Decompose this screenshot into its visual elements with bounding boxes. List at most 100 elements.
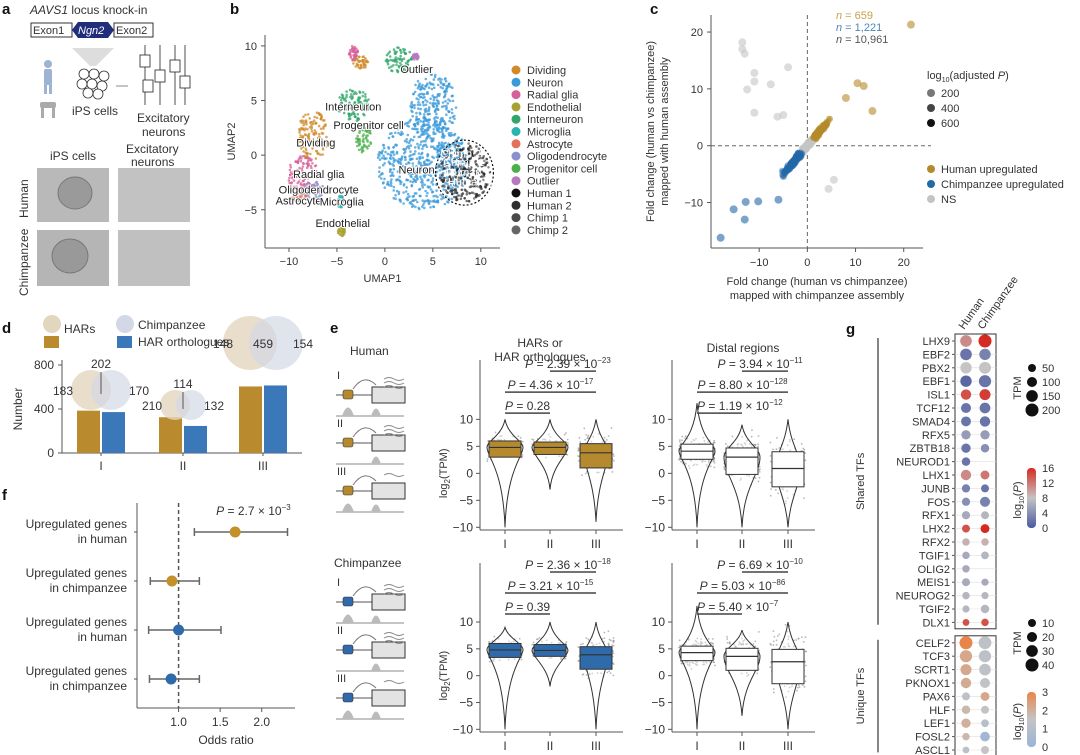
dot-human [962, 692, 970, 701]
x-tick-label: I [695, 537, 698, 551]
venn-overlap-count: 202 [91, 357, 111, 371]
x-tick-label: −10 [750, 257, 769, 269]
umap-point [411, 127, 414, 131]
umap-point [429, 136, 432, 140]
umap-point [455, 182, 458, 185]
umap-point [446, 182, 449, 186]
jitter-point [769, 666, 772, 669]
outlier-point [784, 63, 793, 72]
umap-point [298, 137, 301, 141]
dense-points [778, 115, 834, 180]
umap-point [387, 146, 390, 149]
umap-point [457, 141, 461, 145]
umap-point [450, 108, 454, 111]
human-transcript-wave [383, 377, 405, 381]
umap-point [413, 56, 416, 60]
umap-point [441, 101, 445, 104]
umap-point [406, 63, 410, 67]
jitter-point [612, 637, 615, 639]
size-legend-label: 30 [1042, 646, 1054, 658]
gene-label: ZBTB18 [910, 443, 950, 455]
gene-label: NEUROD1 [896, 457, 950, 469]
umap-point [452, 133, 456, 137]
human-promoter-peak [371, 504, 381, 512]
p-value: = 4.36 × 10 [516, 378, 580, 392]
umap-point [460, 192, 464, 196]
legend-dot [511, 151, 521, 161]
umap-point [306, 128, 309, 131]
y-tick-label: −5 [459, 493, 473, 507]
umap-point [467, 199, 471, 203]
umap-point [409, 118, 412, 122]
umap-point [302, 123, 306, 127]
legend-label: Chimp 1 [527, 213, 568, 225]
p-value: = 2.36 × 10 [533, 558, 597, 572]
dot-chimp [981, 511, 989, 520]
x-tick-label: I [695, 739, 698, 753]
umap-point [449, 85, 452, 88]
jitter-point [582, 642, 584, 645]
size-legend-dot [927, 119, 935, 127]
umap-point [429, 206, 432, 209]
umap-point [291, 172, 295, 176]
umap-point [392, 48, 396, 51]
dot-human [960, 402, 972, 414]
panel-a-title: AAVS1 locus knock-in [29, 3, 147, 17]
umap-point [407, 141, 411, 145]
umap-point [378, 166, 381, 169]
dot-chimp [980, 731, 990, 742]
umap-point [461, 160, 465, 164]
close: ) [1012, 703, 1024, 707]
umap-point [296, 168, 299, 172]
umap-point [429, 73, 433, 76]
jitter-point [709, 641, 712, 644]
gene-label: LHX2 [922, 524, 950, 536]
umap-point [423, 108, 427, 112]
umap-point [365, 59, 369, 62]
y-tick-label: −10 [645, 520, 666, 534]
p-value-label: P = 5.40 × 10−7 [697, 599, 779, 614]
umap-point [356, 139, 360, 142]
jitter-point [565, 432, 567, 434]
umap-point [408, 139, 412, 143]
umap-point [325, 142, 329, 145]
umap-point [301, 179, 305, 183]
umap-point [460, 142, 463, 146]
umap-point [392, 189, 396, 192]
umap-point [420, 125, 423, 129]
legend-label: Neuron [527, 77, 563, 89]
umap-point [399, 182, 402, 186]
umap-point [394, 159, 397, 162]
jitter-point [538, 637, 541, 639]
jitter-point [713, 457, 716, 460]
jitter-point [517, 435, 520, 438]
log: log [438, 483, 450, 498]
umap-point [357, 55, 361, 59]
umap-point [395, 150, 399, 154]
x-tick-label: III [783, 739, 793, 753]
outlier-point [741, 197, 750, 206]
umap-point [421, 199, 425, 202]
umap-point [415, 115, 418, 119]
odds-ratio-point [229, 526, 241, 538]
umap-point [398, 175, 402, 179]
exponent: −23 [597, 356, 611, 365]
jitter-point [713, 466, 716, 469]
umap-point [426, 82, 429, 85]
umap-point [433, 102, 436, 105]
jitter-point [726, 445, 729, 448]
umap-point [404, 51, 407, 55]
micrograph-human-neurons [118, 168, 190, 222]
bar-hars [239, 386, 262, 453]
umap-point [414, 180, 418, 183]
umap-point [361, 102, 364, 106]
p-symbol: P [697, 600, 705, 614]
umap-point [355, 54, 359, 57]
ips-cells-label: iPS cells [72, 104, 118, 118]
x-tick-label: 20 [898, 257, 910, 269]
umap-point [419, 120, 423, 123]
jitter-point [609, 639, 612, 642]
umap-point [424, 132, 428, 135]
